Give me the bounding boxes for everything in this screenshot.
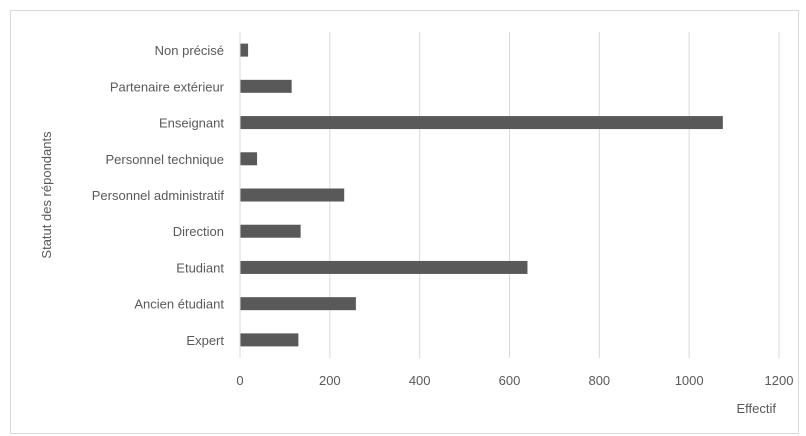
gridlines [329, 32, 780, 358]
chart-frame [10, 10, 799, 434]
bar-3 [240, 152, 258, 166]
category-label-2: Enseignant [159, 116, 224, 131]
category-label-8: Expert [186, 333, 224, 348]
category-label-4: Personnel administratif [92, 188, 225, 203]
category-label-6: Etudiant [176, 260, 224, 275]
x-tick-labels: 0 200 400 600 800 1000 1200 [236, 373, 793, 388]
x-tick-label-800: 800 [588, 373, 610, 388]
y-axis-title: Statut des répondants [39, 131, 54, 259]
bar-7 [240, 297, 356, 311]
x-tick-label-0: 0 [236, 373, 243, 388]
bar-1 [240, 79, 292, 93]
bars [240, 43, 723, 347]
bar-0 [240, 43, 249, 57]
bar-2 [240, 116, 723, 130]
bar-8 [240, 333, 299, 347]
x-tick-label-600: 600 [499, 373, 521, 388]
x-tick-label-1200: 1200 [765, 373, 794, 388]
bar-6 [240, 260, 528, 274]
x-tick-label-1000: 1000 [675, 373, 704, 388]
category-label-0: Non précisé [155, 43, 224, 58]
x-tick-label-400: 400 [409, 373, 431, 388]
x-axis-title: Effectif [736, 401, 776, 416]
category-label-7: Ancien étudiant [134, 297, 224, 312]
category-labels: Non précisé Partenaire extérieur Enseignan… [92, 43, 225, 348]
category-label-3: Personnel technique [105, 152, 224, 167]
category-label-5: Direction [173, 224, 224, 239]
x-tick-label-200: 200 [319, 373, 341, 388]
bar-5 [240, 224, 301, 238]
bar-4 [240, 188, 345, 202]
category-label-1: Partenaire extérieur [110, 79, 225, 94]
